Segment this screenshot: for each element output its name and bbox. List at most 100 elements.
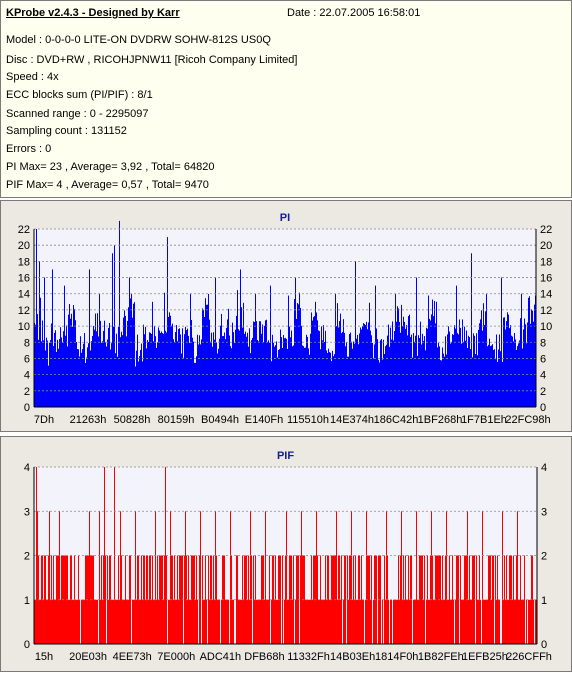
- bar: [254, 322, 255, 407]
- bar: [55, 330, 56, 407]
- bar: [230, 511, 231, 644]
- bar: [41, 341, 42, 407]
- bar: [497, 361, 498, 407]
- bar: [391, 599, 392, 644]
- bar: [185, 511, 186, 644]
- bar: [292, 346, 293, 407]
- bar: [156, 347, 157, 407]
- bar: [143, 324, 144, 407]
- bar: [375, 285, 376, 407]
- bar: [446, 354, 447, 407]
- bar: [446, 511, 447, 644]
- bar: [428, 295, 429, 407]
- bar: [178, 599, 179, 644]
- bar: [63, 331, 64, 407]
- bar: [409, 599, 410, 644]
- bar: [431, 314, 432, 407]
- bar: [317, 320, 318, 407]
- bar: [272, 555, 273, 644]
- bar: [474, 335, 475, 407]
- bar: [284, 599, 285, 644]
- bar: [447, 334, 448, 407]
- bar: [324, 342, 325, 407]
- bar: [60, 599, 61, 644]
- bar: [176, 325, 177, 407]
- bar: [489, 338, 490, 407]
- bar: [299, 292, 300, 407]
- bar: [272, 334, 273, 407]
- bar: [46, 337, 47, 407]
- bar: [279, 349, 280, 407]
- bar: [308, 599, 309, 644]
- bar: [366, 511, 367, 644]
- bar: [245, 331, 246, 407]
- bar: [286, 339, 287, 407]
- bar: [153, 341, 154, 407]
- bar: [276, 341, 277, 407]
- bar: [396, 321, 397, 407]
- x-tick-label: 15h: [35, 651, 53, 663]
- bar: [227, 599, 228, 644]
- bar: [184, 555, 185, 644]
- x-tick-label: ADC41h: [200, 651, 242, 663]
- bar: [169, 599, 170, 644]
- bar: [125, 315, 126, 407]
- x-tick-label: 14E374h: [330, 414, 374, 426]
- bar: [153, 599, 154, 644]
- bar: [520, 555, 521, 644]
- bar: [388, 599, 389, 644]
- bar: [147, 340, 148, 407]
- bar: [67, 346, 68, 407]
- bar: [463, 599, 464, 644]
- bar: [224, 332, 225, 407]
- bar: [312, 320, 313, 407]
- bar: [462, 599, 463, 644]
- bar: [460, 555, 461, 644]
- bar: [89, 511, 90, 644]
- bar: [520, 318, 521, 407]
- bar: [524, 318, 525, 407]
- bar: [58, 348, 59, 407]
- bar: [497, 555, 498, 644]
- bar: [436, 555, 437, 644]
- bar: [209, 599, 210, 644]
- bar: [91, 341, 92, 407]
- bar: [523, 599, 524, 644]
- x-tick-label: 1EFB25h: [462, 651, 508, 663]
- bar: [216, 342, 217, 407]
- bar: [39, 599, 40, 644]
- bar: [50, 340, 51, 407]
- bar: [395, 599, 396, 644]
- bar: [334, 354, 335, 407]
- bar: [124, 599, 125, 644]
- bar: [408, 316, 409, 407]
- bar: [386, 511, 387, 644]
- bar: [219, 338, 220, 407]
- bar: [124, 310, 125, 407]
- bar: [48, 365, 49, 407]
- x-tick-label: 4EE73h: [113, 651, 152, 663]
- bar: [343, 319, 344, 407]
- bar: [494, 349, 495, 407]
- bar: [121, 555, 122, 644]
- bar: [320, 555, 321, 644]
- bar: [323, 599, 324, 644]
- bar: [480, 599, 481, 644]
- bar: [264, 325, 265, 407]
- bar: [394, 599, 395, 644]
- y-tick-label-left: 20: [18, 240, 30, 252]
- bar: [429, 599, 430, 644]
- scan-date: Date : 22.07.2005 16:58:01: [287, 7, 421, 19]
- bar: [477, 599, 478, 644]
- bar: [169, 312, 170, 407]
- bar: [318, 599, 319, 644]
- bar: [76, 599, 77, 644]
- bar: [288, 599, 289, 644]
- bar: [59, 511, 60, 644]
- bar: [390, 599, 391, 644]
- y-tick-label-left: 0: [24, 639, 30, 651]
- bar: [81, 599, 82, 644]
- bar: [450, 343, 451, 407]
- bar: [118, 326, 119, 407]
- bar: [294, 298, 295, 407]
